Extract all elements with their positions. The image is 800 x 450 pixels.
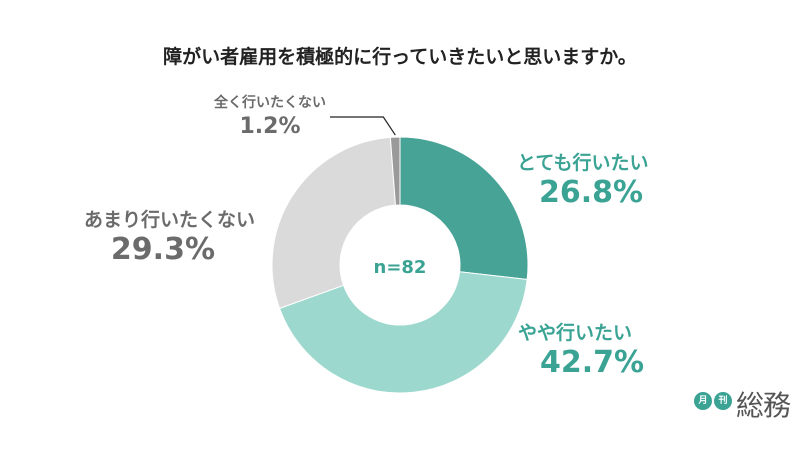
slice-value: 29.3% xyxy=(110,232,215,267)
slice-category: やや行いたい xyxy=(518,322,633,344)
slice-value: 1.2% xyxy=(239,114,301,139)
slice-label-very-willing: とても行いたい 26.8% xyxy=(517,148,648,210)
slice-value: 42.7% xyxy=(540,345,645,380)
slice-label-not-willing-at-all: 全く行いたくない 1.2% xyxy=(200,92,340,139)
slice-category: 全く行いたくない xyxy=(214,95,326,111)
slice-somewhat-willing xyxy=(278,271,528,394)
sample-size-label: n=82 xyxy=(373,257,427,278)
logo-badge-month: 月 xyxy=(694,392,712,410)
slice-label-not-very-willing: あまり行いたくない 29.3% xyxy=(84,205,255,267)
slice-not-willing-at-all xyxy=(389,136,401,206)
slice-category: とても行いたい xyxy=(517,152,649,174)
slice-not-very-willing xyxy=(271,136,397,309)
chart-title: 障がい者雇用を積極的に行っていきたいと思いますか。 xyxy=(163,46,637,68)
logo-badge-publication: 刊 xyxy=(714,392,732,410)
logo-wordmark: 総務 xyxy=(736,389,791,422)
slice-very-willing xyxy=(399,136,529,280)
leader-line xyxy=(330,116,396,136)
slice-value: 26.8% xyxy=(539,175,644,210)
publisher-logo: 月 刊 総務 xyxy=(680,384,791,424)
slice-label-somewhat-willing: やや行いたい 42.7% xyxy=(518,318,644,380)
slice-category: あまり行いたくない xyxy=(83,209,255,231)
